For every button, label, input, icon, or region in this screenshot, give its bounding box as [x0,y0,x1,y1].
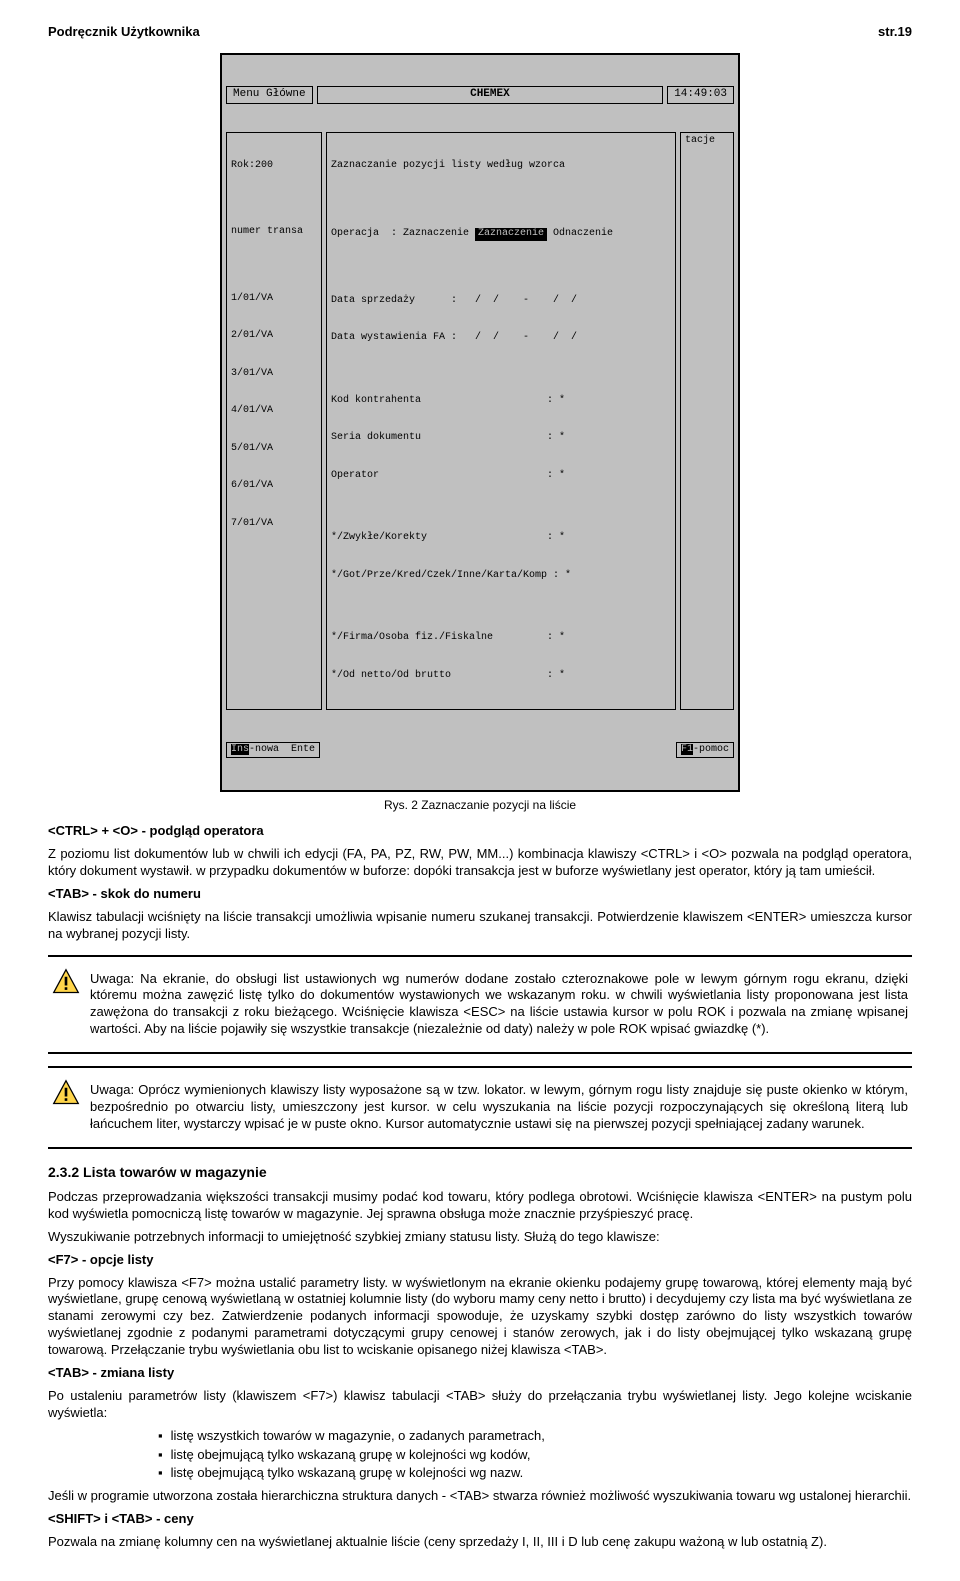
rok-label: Rok:200 [231,160,317,173]
op-label: Operacja : Zaznaczenie [331,228,469,241]
warning-icon [52,968,80,996]
list-row: 2/01/VA [231,330,317,343]
list-item: listę obejmującą tylko wskazaną grupę w … [158,1465,912,1482]
field-line: */Got/Prze/Kred/Czek/Inne/Karta/Komp : * [331,570,671,583]
list-row: 6/01/VA [231,480,317,493]
tab-after: Jeśli w programie utworzona została hier… [48,1488,912,1505]
shift-tab-title: <SHIFT> i <TAB> - ceny [48,1511,912,1528]
operation-row: Operacja : Zaznaczenie Zaznaczenie Odnac… [331,228,671,241]
f7-body: Przy pomocy klawisza <F7> można ustalić … [48,1275,912,1359]
tab-skok-title: <TAB> - skok do numeru [48,886,912,903]
note1-text: Uwaga: Na ekranie, do obsługi list ustaw… [90,971,908,1039]
list-row: 7/01/VA [231,518,317,531]
menu-label: Menu Główne [226,86,313,104]
field-line: Seria dokumentu : * [331,432,671,445]
field-line: Data sprzedaży : / / - / / [331,295,671,308]
right-title: Zaznaczanie pozycji listy według wzorca [331,160,671,173]
field-line: */Zwykłe/Korekty : * [331,532,671,545]
app-title: CHEMEX [317,86,664,104]
note-box-1: Uwaga: Na ekranie, do obsługi list ustaw… [48,955,912,1055]
list-row: 3/01/VA [231,368,317,381]
list-row: 4/01/VA [231,405,317,418]
tab-zmiana-body: Po ustaleniu parametrów listy (klawiszem… [48,1388,912,1422]
field-line: Operator : * [331,470,671,483]
section-232-p1: Podczas przeprowadzania większości trans… [48,1189,912,1223]
header-left: Podręcznik Użytkownika [48,24,200,41]
left-column: Rok:200 numer transa 1/01/VA 2/01/VA 3/0… [226,132,322,711]
bullet-list: listę wszystkich towarów w magazynie, o … [158,1428,912,1483]
dos-screenshot: Menu Główne CHEMEX 14:49:03 Rok:200 nume… [220,53,740,792]
section-232-title: 2.3.2 Lista towarów w magazynie [48,1163,912,1181]
field-line: Kod kontrahenta : * [331,395,671,408]
field-line: */Firma/Osoba fiz./Fiskalne : * [331,632,671,645]
shift-tab-body: Pozwala na zmianę kolumny cen na wyświet… [48,1534,912,1551]
field-line: Data wystawienia FA : / / - / / [331,332,671,345]
screenshot-container: Menu Główne CHEMEX 14:49:03 Rok:200 nume… [48,53,912,792]
clock: 14:49:03 [667,86,734,104]
list-item: listę wszystkich towarów w magazynie, o … [158,1428,912,1445]
list-item: listę obejmującą tylko wskazaną grupę w … [158,1447,912,1464]
numer-transa: numer transa [231,226,317,239]
f7-title: <F7> - opcje listy [48,1252,912,1269]
warning-icon [52,1079,80,1107]
note-box-2: Uwaga: Oprócz wymienionych klawiszy list… [48,1066,912,1149]
tab-zmiana-title: <TAB> - zmiana listy [48,1365,912,1382]
stacje-box: tacje [680,132,734,711]
list-row: 5/01/VA [231,443,317,456]
bottom-left: Ins-nowa Ente [226,742,320,759]
field-line: */Od netto/Od brutto : * [331,670,671,683]
note2-text: Uwaga: Oprócz wymienionych klawiszy list… [90,1082,908,1133]
list-row: 1/01/VA [231,293,317,306]
ctrl-o-body: Z poziomu list dokumentów lub w chwili i… [48,846,912,880]
header-right: str.19 [878,24,912,41]
section-232-p2: Wyszukiwanie potrzebnych informacji to u… [48,1229,912,1246]
figure-caption: Rys. 2 Zaznaczanie pozycji na liście [48,798,912,814]
ins-highlight: Ins [231,744,249,755]
ctrl-o-title: <CTRL> + <O> - podgląd operatora [48,823,912,840]
right-column: Zaznaczanie pozycji listy według wzorca … [326,132,676,711]
op-selected: Zaznaczenie [475,228,547,241]
op-other: Odnaczenie [553,228,613,241]
f1-label: F1 [681,744,693,755]
tab-skok-body: Klawisz tabulacji wciśnięty na liście tr… [48,909,912,943]
f1-help: F1-pomoc [676,742,734,759]
page-header: Podręcznik Użytkownika str.19 [48,24,912,41]
